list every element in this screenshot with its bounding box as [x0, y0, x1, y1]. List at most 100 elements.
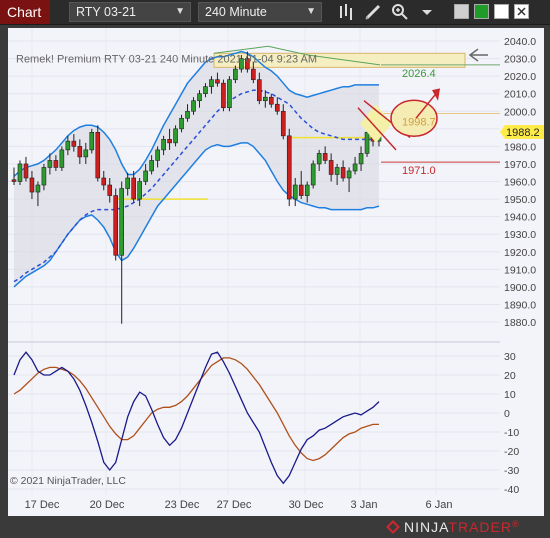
trend-arrow-line	[415, 93, 437, 119]
candle-body	[304, 184, 310, 196]
candle-body	[358, 153, 364, 165]
candle-body	[274, 103, 280, 112]
osc-tick-label: 0	[504, 408, 510, 420]
candle-body	[71, 140, 77, 147]
target-price-label: 2026.4	[402, 68, 436, 80]
candle-body	[251, 68, 256, 80]
candle-body	[257, 79, 262, 102]
candle-body	[185, 110, 190, 119]
brand-reg: ®	[511, 519, 520, 529]
candle-body	[292, 184, 298, 200]
price-tick-label: 1950.0	[504, 194, 536, 206]
back-arrow-icon	[468, 48, 479, 62]
instrument-label: RTY 03-21	[76, 5, 136, 19]
instrument-selector[interactable]: RTY 03-21 ▼	[69, 2, 191, 22]
candle-body	[233, 68, 238, 80]
candle-body	[316, 153, 322, 165]
copyright-text: © 2021 NinjaTrader, LLC	[10, 475, 126, 487]
brand-name-plain: NINJA	[404, 519, 449, 535]
candle-body	[125, 177, 130, 189]
date-axis[interactable]: 17 Dec 20 Dec 23 Dec 27 Dec 30 Dec 3 Jan 6 Jan	[8, 494, 544, 516]
color-square-grey[interactable]	[454, 4, 469, 19]
candle-body	[346, 170, 352, 179]
date-tick-label: 30 Dec	[289, 499, 324, 511]
date-tick-label: 27 Dec	[217, 499, 252, 511]
candle-body	[197, 93, 202, 102]
entry-highlight-shape	[360, 104, 392, 143]
candle-body	[35, 184, 41, 193]
chart-tab[interactable]: Chart	[0, 0, 50, 24]
zoom-icon[interactable]	[391, 3, 409, 21]
candle-body	[83, 149, 89, 158]
candle-body	[221, 82, 226, 109]
color-square-green[interactable]	[474, 4, 489, 19]
price-tick-label: 2020.0	[504, 71, 536, 83]
level-price-label: 1998.7	[402, 117, 436, 129]
chart-toolbar: Chart RTY 03-21 ▼ 240 Minute ▼	[0, 0, 550, 25]
candle-body	[328, 160, 334, 175]
candle-body	[280, 110, 286, 137]
stop-price-label: 1971.0	[402, 165, 436, 177]
candle-body	[227, 79, 232, 109]
date-tick-label: 20 Dec	[90, 499, 125, 511]
chevron-down-icon: ▼	[175, 6, 185, 17]
date-axis-svg: 17 Dec 20 Dec 23 Dec 27 Dec 30 Dec 3 Jan 6 Jan	[25, 499, 453, 511]
candle-body	[245, 58, 250, 70]
candle-body	[137, 181, 142, 200]
price-tick-label: 1920.0	[504, 247, 536, 259]
interval-selector[interactable]: 240 Minute ▼	[198, 2, 322, 22]
price-tick-label: 1960.0	[504, 177, 536, 189]
close-square[interactable]	[514, 4, 529, 19]
candle-body	[95, 132, 101, 179]
price-chart-svg[interactable]: Remek! Premium RTY 03-21 240 Minute 2021…	[8, 28, 500, 494]
upper-band-line	[13, 50, 379, 177]
candle-body	[101, 177, 107, 186]
osc-tick-label: 10	[504, 389, 516, 401]
candle-body	[59, 149, 65, 168]
footer-bar: NINJATRADER®	[0, 516, 550, 538]
candle-body	[322, 153, 328, 161]
candle-body	[352, 163, 358, 172]
osc-tick-label: -40	[504, 484, 519, 494]
candle-body	[143, 170, 148, 182]
price-axis[interactable]: 2040.02030.02020.02010.02000.01990.01980…	[500, 28, 544, 496]
candle-body	[23, 163, 29, 179]
last-price-label: 1988.2	[506, 127, 540, 139]
date-tick-label: 23 Dec	[165, 499, 200, 511]
price-tick-label: 2000.0	[504, 106, 536, 118]
price-tick-label: 2040.0	[504, 36, 536, 48]
price-tick-label: 1900.0	[504, 282, 536, 294]
candle-body	[209, 79, 214, 87]
osc-slow-line	[13, 357, 379, 462]
last-price-tag	[500, 124, 544, 139]
bar-style-icon[interactable]	[337, 3, 355, 21]
candle-body	[191, 100, 196, 112]
candle-body	[89, 132, 95, 151]
candle-body	[149, 160, 154, 172]
date-tick-label: 17 Dec	[25, 499, 60, 511]
chart-overlay-label: Remek! Premium RTY 03-21 240 Minute 2021…	[16, 54, 317, 66]
green-trend-line	[213, 45, 381, 66]
candle-body	[107, 184, 113, 196]
osc-tick-label: -30	[504, 465, 519, 477]
candle-body	[215, 79, 220, 84]
candle-body	[41, 167, 47, 186]
dropdown-icon[interactable]	[418, 3, 436, 21]
osc-tick-label: 20	[504, 370, 516, 382]
maximize-square[interactable]	[494, 4, 509, 19]
price-tick-label: 1890.0	[504, 299, 536, 311]
candle-body	[310, 163, 316, 186]
candle-body	[155, 149, 160, 161]
osc-tick-label: -10	[504, 427, 519, 439]
candle-body	[268, 96, 274, 105]
target-zone-rect	[213, 52, 466, 68]
candle-body	[179, 117, 184, 130]
candle-body	[119, 188, 125, 256]
candle-body	[286, 135, 292, 200]
chart-plot-area[interactable]: Remek! Premium RTY 03-21 240 Minute 2021…	[8, 28, 500, 494]
ninjatrader-logo-icon	[386, 520, 400, 534]
candle-body	[239, 58, 244, 70]
draw-tools-icon[interactable]	[364, 3, 382, 21]
candle-body	[11, 179, 17, 182]
candle-body	[340, 167, 346, 179]
